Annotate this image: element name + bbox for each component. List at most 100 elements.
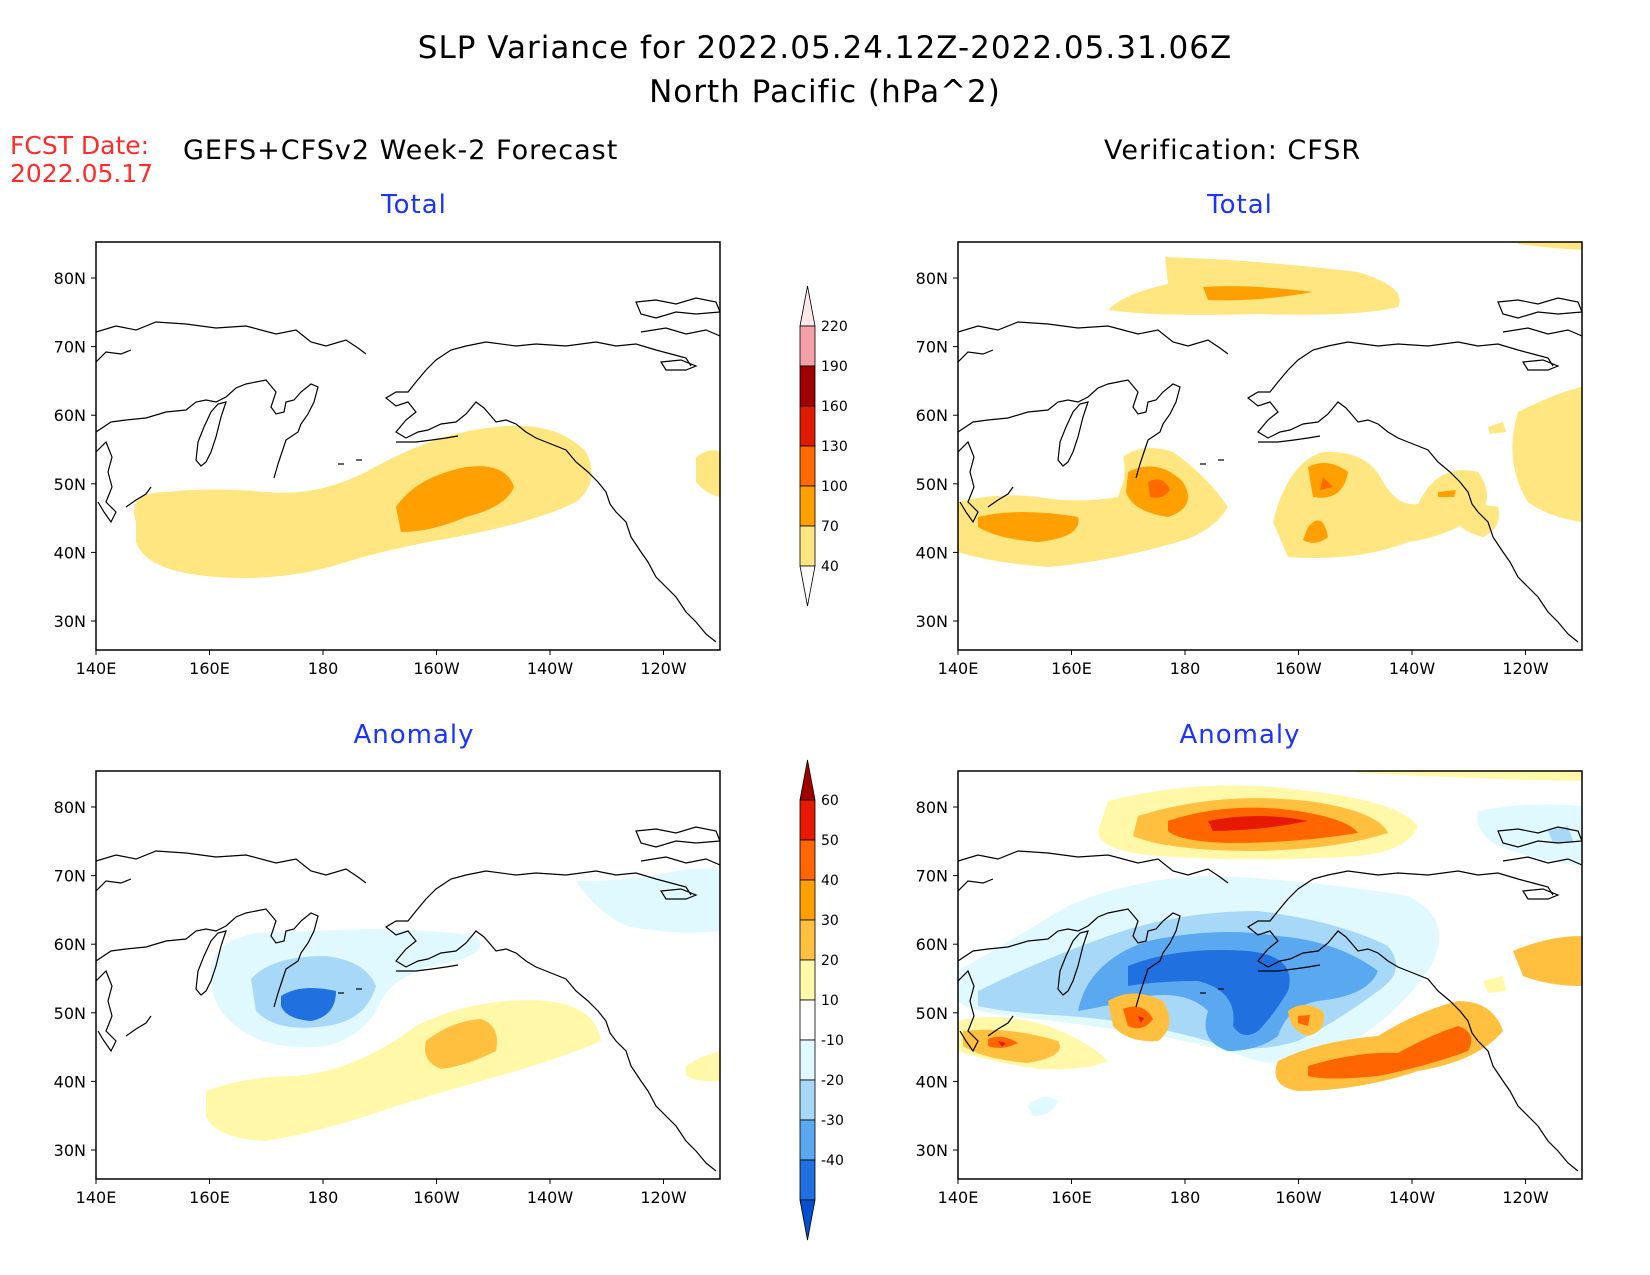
lon-tick-label: 160E (189, 659, 230, 678)
lat-tick-label: 70N (916, 867, 948, 886)
colorbar-anomaly-label: -30 (821, 1113, 844, 1129)
lat-tick-label: 80N (916, 269, 948, 288)
contour-70-100 (396, 466, 514, 532)
colorbar-total-swatch (799, 525, 816, 567)
lat-tick-label: 30N (916, 1141, 948, 1160)
colorbar-anomaly-swatch (799, 1159, 816, 1201)
colorbar-anomaly-swatch (799, 999, 816, 1041)
lat-tick-label: 50N (54, 1004, 86, 1023)
lon-tick-label: 160W (1275, 659, 1322, 678)
colorbar-anomaly-label: 10 (821, 993, 839, 1009)
lon-tick-label: 160E (1051, 659, 1092, 678)
fcst-date-value: 2022.05.17 (10, 159, 154, 188)
lat-tick-label: 50N (916, 1004, 948, 1023)
lon-tick-label: 140W (527, 1188, 574, 1207)
lat-tick-label: 40N (916, 1072, 948, 1091)
lat-tick-label: 40N (916, 543, 948, 562)
main-subtitle: North Pacific (hPa^2) (649, 74, 1001, 110)
lon-tick-label: 180 (1170, 659, 1201, 678)
colorbar-total-label: 190 (821, 359, 848, 375)
lat-tick-label: 70N (916, 338, 948, 357)
colorbar-anomaly-swatch (799, 799, 816, 841)
lon-tick-label: 140E (76, 1188, 117, 1207)
colorbar-anomaly-label: 60 (821, 793, 839, 809)
panel-forecast-anomaly (95, 770, 721, 1180)
colorbar-anomaly-label: 40 (821, 873, 839, 889)
colorbar-total-swatch (799, 405, 816, 447)
colorbar-anomaly-bottom-arrow (799, 1199, 816, 1241)
right-column-title: Verification: CFSR (1104, 135, 1362, 166)
lat-tick-label: 70N (54, 867, 86, 886)
lat-tick-label: 50N (916, 475, 948, 494)
lat-tick-label: 60N (916, 406, 948, 425)
colorbar-total-label: 100 (821, 479, 848, 495)
lon-tick-label: 160W (413, 659, 460, 678)
lat-tick-label: 30N (916, 612, 948, 631)
panel-forecast-total (95, 241, 721, 651)
lat-tick-label: 40N (54, 543, 86, 562)
colorbar-total-label: 70 (821, 519, 839, 535)
lon-tick-label: 160W (413, 1188, 460, 1207)
colorbar-anomaly-label: 20 (821, 953, 839, 969)
lon-tick-label: 180 (308, 659, 339, 678)
colorbar-anomaly-swatch (799, 1119, 816, 1161)
colorbar-anomaly: 60 50 40 30 20 10 -10 -20 -30 -40 (799, 759, 844, 1241)
lon-tick-label: 160E (189, 1188, 230, 1207)
lat-tick-label: 60N (54, 935, 86, 954)
contour-40-70 (134, 425, 592, 578)
lon-tick-label: 120W (1502, 1188, 1549, 1207)
lon-tick-label: 120W (1502, 659, 1549, 678)
colorbar-anomaly-top-arrow (799, 759, 816, 801)
lat-tick-label: 60N (916, 935, 948, 954)
lat-tick-label: 80N (916, 798, 948, 817)
lon-tick-label: 140E (76, 659, 117, 678)
panel-title-forecast-total: Total (381, 190, 447, 220)
lon-tick-label: 140W (1389, 1188, 1436, 1207)
colorbar-total-swatch (799, 445, 816, 487)
lat-tick-label: 30N (54, 612, 86, 631)
colorbar-anomaly-label: -20 (821, 1073, 844, 1089)
colorbar-anomaly-swatch (799, 959, 816, 1001)
colorbar-anomaly-label: 50 (821, 833, 839, 849)
lat-tick-label: 60N (54, 406, 86, 425)
lat-tick-label: 70N (54, 338, 86, 357)
panel-title-verification-total: Total (1207, 190, 1273, 220)
panel-title-forecast-anomaly: Anomaly (353, 720, 475, 750)
lon-tick-label: 180 (1170, 1188, 1201, 1207)
colorbar-anomaly-swatch (799, 879, 816, 921)
lon-tick-label: 180 (308, 1188, 339, 1207)
colorbar-total-label: 40 (821, 559, 839, 575)
colorbar-total-label: 160 (821, 399, 848, 415)
panel-title-verification-anomaly: Anomaly (1179, 720, 1301, 750)
lat-tick-label: 30N (54, 1141, 86, 1160)
lon-tick-label: 140E (938, 1188, 979, 1207)
lat-tick-label: 80N (54, 798, 86, 817)
lon-tick-label: 140W (527, 659, 574, 678)
left-column-title: GEFS+CFSv2 Week-2 Forecast (183, 135, 619, 166)
colorbar-total-swatch (799, 485, 816, 527)
colorbar-total-swatch (799, 365, 816, 407)
colorbar-anomaly-label: -10 (821, 1033, 844, 1049)
colorbar-total-bottom-arrow (799, 565, 816, 607)
colorbar-total-label: 220 (821, 319, 848, 335)
panel-verification-anomaly (957, 770, 1583, 1180)
colorbar-anomaly-swatch (799, 1039, 816, 1081)
colorbar-anomaly-label: -40 (821, 1153, 844, 1169)
colorbar-total-swatch (799, 325, 816, 367)
lat-tick-label: 50N (54, 475, 86, 494)
lon-tick-label: 140E (938, 659, 979, 678)
lon-tick-label: 160W (1275, 1188, 1322, 1207)
colorbar-total-top-arrow (799, 285, 816, 327)
colorbar-total-label: 130 (821, 439, 848, 455)
main-title: SLP Variance for 2022.05.24.12Z-2022.05.… (417, 30, 1233, 66)
lon-tick-label: 140W (1389, 659, 1436, 678)
lon-tick-label: 120W (640, 659, 687, 678)
colorbar-anomaly-swatch (799, 919, 816, 961)
lon-tick-label: 120W (640, 1188, 687, 1207)
contour-east-edge (696, 450, 720, 497)
fcst-date-label: FCST Date: (10, 131, 150, 160)
panel-verification-total (957, 241, 1583, 651)
colorbar-anomaly-swatch (799, 1079, 816, 1121)
lat-tick-label: 40N (54, 1072, 86, 1091)
